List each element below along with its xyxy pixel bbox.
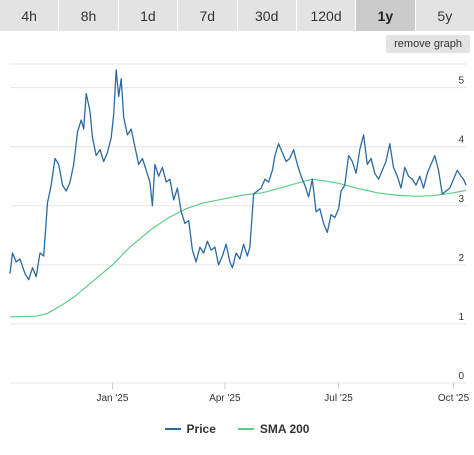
tab-1y[interactable]: 1y [356, 0, 416, 31]
legend-label-price: Price [186, 422, 216, 436]
y-tick-label: 3 [458, 194, 464, 205]
tab-120d[interactable]: 120d [296, 0, 357, 31]
tab-7d[interactable]: 7d [178, 0, 238, 31]
legend-label-sma: SMA 200 [259, 422, 310, 436]
x-tick-label: Apr '25 [209, 393, 241, 404]
price-legend-swatch [164, 428, 181, 430]
y-tick-label: 5 [458, 76, 464, 87]
chart-legend: Price SMA 200 [0, 422, 474, 436]
y-tick-label: 1 [458, 312, 464, 323]
tab-4h[interactable]: 4h [0, 0, 60, 31]
legend-item-price[interactable]: Price [164, 422, 216, 436]
x-tick-label: Jul '25 [324, 393, 353, 404]
sma-200-line [9, 178, 467, 318]
tab-1d[interactable]: 1d [118, 0, 179, 31]
remove-graph-button[interactable]: remove graph [386, 35, 470, 53]
legend-item-sma[interactable]: SMA 200 [237, 422, 310, 436]
y-tick-label: 0 [458, 371, 464, 382]
x-tick-label: Oct '25 [438, 393, 470, 404]
time-range-tabs: 4h 8h 1d 7d 30d 120d 1y 5y [0, 0, 474, 31]
x-tick-label: Jan '25 [96, 393, 128, 404]
y-tick-label: 2 [458, 253, 464, 264]
tab-5y[interactable]: 5y [415, 0, 474, 31]
tab-30d[interactable]: 30d [237, 0, 297, 31]
y-tick-label: 4 [458, 135, 464, 146]
tab-8h[interactable]: 8h [59, 0, 119, 31]
sma-legend-swatch [237, 428, 254, 430]
price-line [9, 69, 467, 281]
